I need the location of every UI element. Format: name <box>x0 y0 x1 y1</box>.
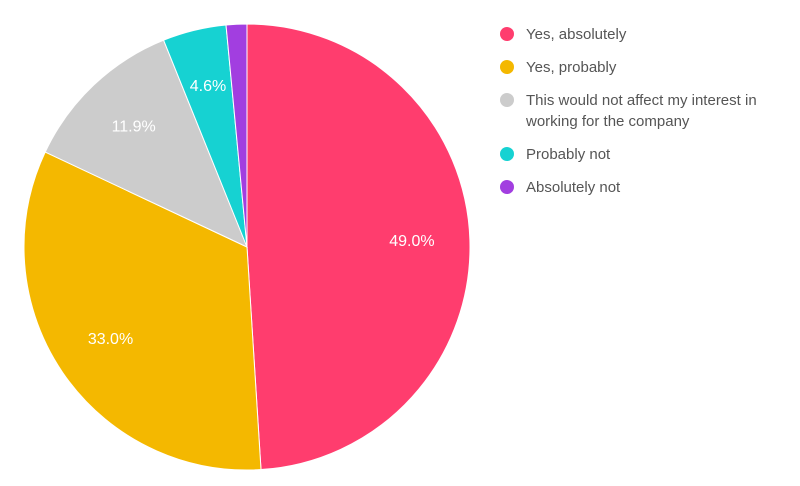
pie-slice <box>225 23 248 248</box>
pie-slice <box>246 23 471 471</box>
data-label: 4.6% <box>190 78 226 95</box>
legend-item: Absolutely not <box>500 177 770 198</box>
pie-slice <box>44 39 248 248</box>
chart: 49.0% 33.0% 11.9% 4.6% <box>23 23 471 471</box>
data-label: 33.0% <box>88 331 133 348</box>
pie-slice <box>23 151 262 471</box>
legend-item: Yes, absolutely <box>500 24 770 45</box>
data-label: 11.9% <box>112 118 156 135</box>
legend-swatch <box>500 60 514 74</box>
data-label: 49.0% <box>389 233 434 250</box>
legend-item: Yes, probably <box>500 57 770 78</box>
legend-item: This would not affect my interest in wor… <box>500 90 770 132</box>
legend-swatch <box>500 93 514 107</box>
legend-swatch <box>500 180 514 194</box>
legend-label: Yes, absolutely <box>526 26 627 43</box>
legend-label: Absolutely not <box>526 179 621 196</box>
legend-swatch <box>500 27 514 41</box>
legend: Yes, absolutely Yes, probably This would n… <box>500 24 770 210</box>
legend-swatch <box>500 147 514 161</box>
legend-label: This would not affect my interest in wor… <box>526 92 757 130</box>
legend-label: Probably not <box>526 146 611 163</box>
legend-item: Probably not <box>500 144 770 165</box>
legend-label: Yes, probably <box>526 59 617 76</box>
